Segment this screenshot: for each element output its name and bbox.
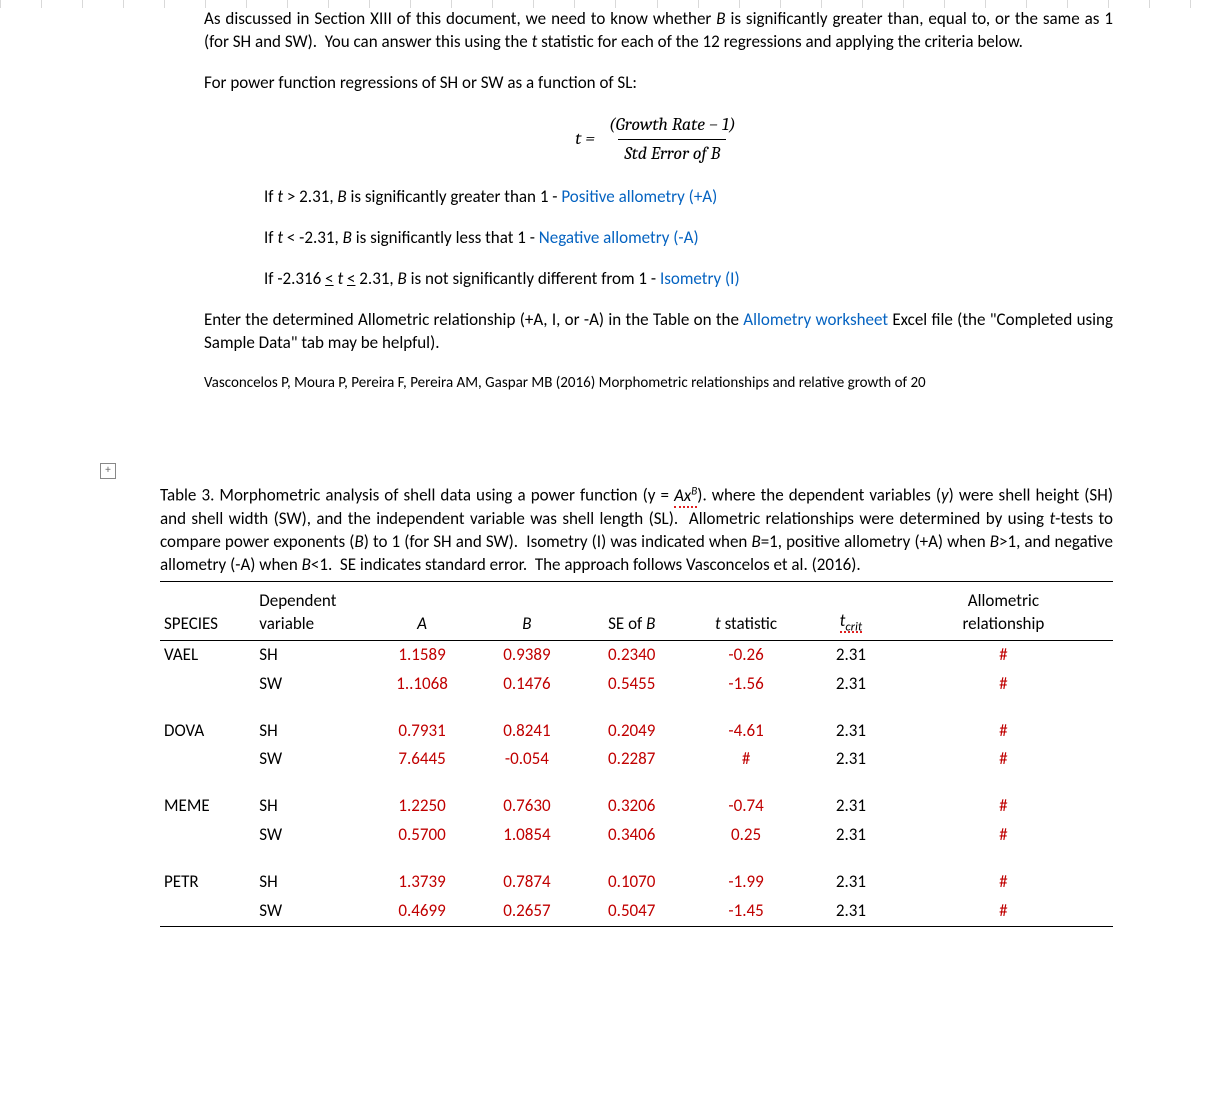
allometry-worksheet-link: Allometry worksheet	[743, 309, 888, 330]
th-seb: SE of B	[579, 586, 684, 640]
th-a: A	[370, 586, 475, 640]
th-tstat: t statistic	[684, 586, 808, 640]
table-row: MEMESH1.22500.76300.3206-0.742.31#	[160, 792, 1113, 821]
formula-denominator: Std Error of B	[618, 139, 726, 166]
criteria-negative: If t < -2.31, B is significantly less th…	[264, 227, 1093, 250]
reference-citation: Vasconcelos P, Moura P, Pereira F, Perei…	[204, 373, 1113, 393]
table-caption: Table 3. Morphometric analysis of shell …	[160, 483, 1113, 581]
table-row	[160, 774, 1113, 792]
intro-paragraph-2: For power function regressions of SH or …	[204, 72, 1113, 95]
table-row: DOVASH0.79310.82410.2049-4.612.31#	[160, 717, 1113, 746]
criteria-positive: If t > 2.31, B is significantly greater …	[264, 186, 1093, 209]
table-row: SW1..10680.14760.5455-1.562.31#	[160, 670, 1113, 699]
table-row: SW0.57001.08540.34060.252.31#	[160, 821, 1113, 850]
table-expand-icon[interactable]: +	[100, 463, 116, 479]
isometry-link: Isometry (I)	[660, 268, 740, 289]
table-row	[160, 699, 1113, 717]
instruction-paragraph: Enter the determined Allometric relation…	[204, 309, 1113, 355]
criteria-block: If t > 2.31, B is significantly greater …	[264, 186, 1093, 291]
intro-paragraph-1: As discussed in Section XIII of this doc…	[204, 8, 1113, 54]
formula-lhs: t =	[575, 127, 595, 151]
formula-numerator: (Growth Rate − 1)	[603, 113, 742, 139]
document-body: As discussed in Section XIII of this doc…	[204, 8, 1113, 393]
page-root: As discussed in Section XIII of this doc…	[0, 0, 1231, 927]
table-row: PETRSH1.37390.78740.1070-1.992.31#	[160, 868, 1113, 897]
table-section: + Table 3. Morphometric analysis of shel…	[160, 483, 1113, 927]
positive-allometry-link: Positive allometry (+A)	[561, 186, 717, 207]
th-b: B	[474, 586, 579, 640]
ruler-ticks	[0, 0, 1231, 10]
criteria-isometry: If -2.316 < t < 2.31, B is not significa…	[264, 268, 1093, 291]
table-row: SW7.6445-0.0540.2287#2.31#	[160, 745, 1113, 774]
th-depvar: Dependent variable	[255, 586, 369, 640]
t-formula: t = (Growth Rate − 1) Std Error of B	[204, 113, 1113, 167]
data-table: SPECIES Dependent variable A B SE of B t…	[160, 586, 1113, 927]
negative-allometry-link: Negative allometry (-A)	[539, 227, 699, 248]
table-row	[160, 850, 1113, 868]
formula-fraction: (Growth Rate − 1) Std Error of B	[603, 113, 742, 167]
th-allo: Allometric relationship	[894, 586, 1113, 640]
th-species: SPECIES	[160, 586, 255, 640]
table-row: SW0.46990.26570.5047-1.452.31#	[160, 897, 1113, 926]
th-tcrit: tcrit	[808, 586, 894, 640]
table-row: VAELSH1.15890.93890.2340-0.262.31#	[160, 640, 1113, 669]
